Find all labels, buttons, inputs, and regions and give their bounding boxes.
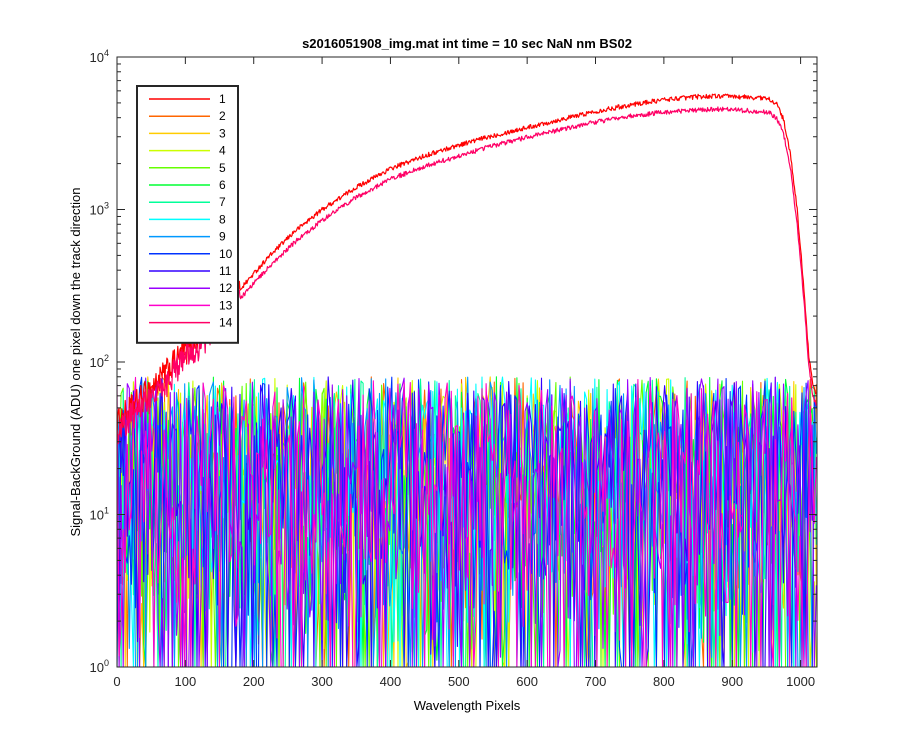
legend-label-14: 14 xyxy=(219,316,233,330)
y-tick-label: 100 xyxy=(90,658,109,675)
axis-layer: 0 100 200 300 400 500 600 700 800 900 100010010110… xyxy=(90,48,818,689)
legend-label-10: 10 xyxy=(219,247,233,261)
x-tick-label: 500 xyxy=(448,674,470,689)
x-tick-label: 600 xyxy=(516,674,538,689)
x-tick-label: 800 xyxy=(653,674,675,689)
legend-label-3: 3 xyxy=(219,126,226,140)
legend-label-11: 11 xyxy=(219,264,232,278)
x-tick-label: 400 xyxy=(380,674,402,689)
y-tick-label: 104 xyxy=(90,48,109,65)
x-tick-label: 100 xyxy=(175,674,197,689)
y-tick-label: 102 xyxy=(90,353,109,370)
y-axis-label: Signal-BackGround (ADU) one pixel down t… xyxy=(68,187,83,536)
legend-label-8: 8 xyxy=(219,212,226,226)
legend-label-4: 4 xyxy=(219,144,226,158)
legend-label-12: 12 xyxy=(219,281,233,295)
x-tick-label: 300 xyxy=(311,674,333,689)
series-line-13 xyxy=(117,376,817,667)
y-tick-label: 101 xyxy=(90,506,109,523)
x-tick-label: 700 xyxy=(585,674,607,689)
x-tick-label: 200 xyxy=(243,674,265,689)
legend-label-5: 5 xyxy=(219,161,226,175)
legend-label-9: 9 xyxy=(219,230,226,244)
x-tick-label: 900 xyxy=(721,674,743,689)
legend-label-1: 1 xyxy=(219,92,226,106)
y-tick-label: 103 xyxy=(90,201,109,218)
legend-label-6: 6 xyxy=(219,178,226,192)
legend-label-2: 2 xyxy=(219,109,226,123)
x-tick-label: 0 xyxy=(113,674,120,689)
x-tick-label: 1000 xyxy=(786,674,815,689)
legend-box xyxy=(136,85,239,344)
legend-label-7: 7 xyxy=(219,195,226,209)
chart-title: s2016051908_img.mat int time = 10 sec Na… xyxy=(302,36,632,51)
series-line-11 xyxy=(117,376,817,667)
legend-label-13: 13 xyxy=(219,298,233,312)
x-axis-label: Wavelength Pixels xyxy=(414,698,521,713)
